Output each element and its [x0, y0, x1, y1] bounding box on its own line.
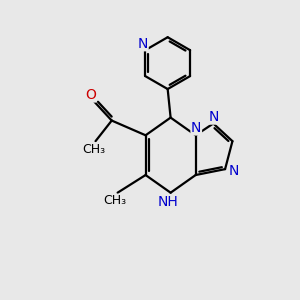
Text: N: N [191, 121, 201, 135]
Text: N: N [209, 110, 219, 124]
Text: CH₃: CH₃ [103, 194, 126, 207]
Text: NH: NH [157, 195, 178, 209]
Text: O: O [85, 88, 96, 102]
Text: CH₃: CH₃ [82, 143, 106, 156]
Text: N: N [138, 37, 148, 51]
Text: N: N [229, 164, 239, 178]
